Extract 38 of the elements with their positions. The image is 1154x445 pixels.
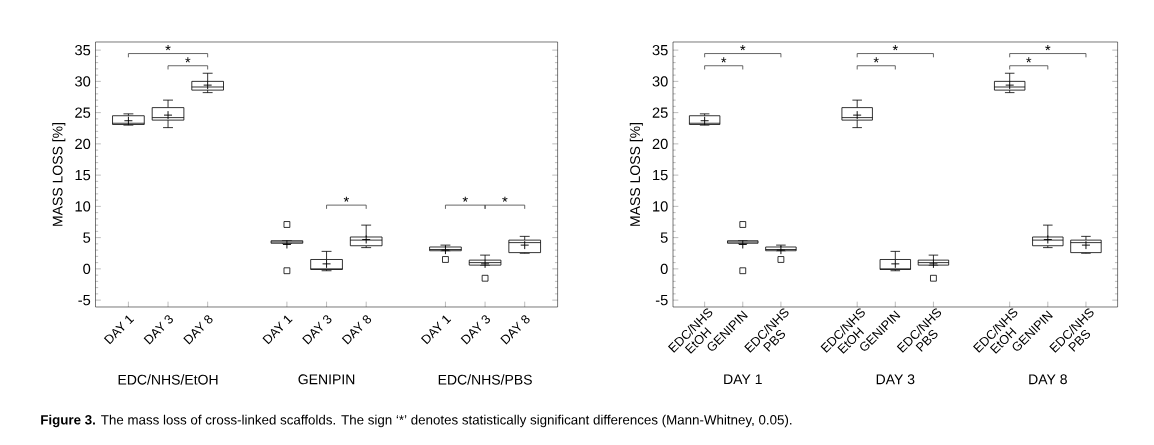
y-tick-label: 15	[653, 170, 668, 181]
y-axis-title: MASS LOSS [%]	[629, 122, 643, 226]
y-tick-label: 25	[75, 107, 91, 118]
y-tick-label: 0	[660, 263, 668, 275]
y-tick-label: -5	[655, 295, 668, 306]
y-tick-label: 5	[83, 232, 91, 243]
annotation: *	[1045, 45, 1051, 51]
text: GENIPIN	[298, 374, 355, 385]
annotation: *	[740, 45, 746, 51]
text: DAY 8	[1029, 374, 1067, 385]
y-tick-label: 0	[83, 263, 91, 275]
annotation: *	[1026, 57, 1032, 63]
y-axis-title: MASS LOSS [%]	[52, 122, 66, 226]
text: DAY 1	[724, 374, 762, 384]
y-tick-label: 5	[660, 232, 668, 243]
y-tick-label: 10	[653, 201, 668, 212]
y-tick-label: 30	[652, 76, 668, 87]
y-tick-label: 15	[75, 170, 91, 181]
annotation: *	[721, 57, 727, 63]
y-tick-label: -5	[78, 295, 91, 306]
text: EDC/NHS/PBS	[438, 374, 532, 385]
annotation: *	[892, 45, 898, 51]
y-tick-label: 35	[75, 44, 91, 56]
annotation: *	[343, 196, 349, 202]
y-tick-label: 10	[75, 201, 91, 212]
y-tick-label: 35	[652, 44, 668, 56]
y-tick-label: 20	[75, 138, 91, 150]
annotation: *	[873, 57, 879, 63]
annotation: *	[185, 57, 191, 63]
annotation: *	[502, 196, 508, 202]
text: DAY 3	[876, 374, 915, 385]
y-tick-label: 30	[75, 76, 91, 87]
annotation: *	[462, 196, 468, 202]
y-tick-label: 25	[652, 107, 668, 118]
text: EDC/NHS/EtOH	[118, 374, 218, 385]
y-tick-label: 20	[652, 138, 668, 150]
text: Figure 3. The mass loss of cross-linked scaffolds. The sign ‘*’ denotes statistically significant differences (Mann-Whitney, 0.05).	[41, 414, 792, 428]
annotation: *	[165, 45, 171, 51]
